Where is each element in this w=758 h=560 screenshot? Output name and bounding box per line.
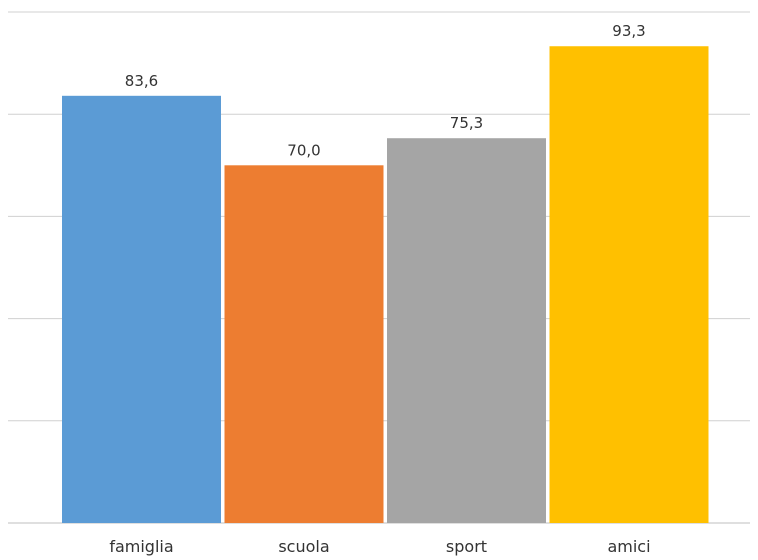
x-tick-label-famiglia: famiglia [109,537,173,556]
x-tick-label-amici: amici [607,537,650,556]
bars [62,46,709,524]
x-tick-label-scuola: scuola [278,537,329,556]
data-labels: 83,6 70,0 75,3 93,3 [125,22,646,159]
bar-famiglia [62,95,221,523]
x-tick-label-sport: sport [446,537,487,556]
bar-sport [387,138,546,524]
data-label-scuola: 70,0 [287,141,320,159]
data-label-amici: 93,3 [612,22,645,40]
bar-amici [549,46,709,523]
data-label-famiglia: 83,6 [125,72,158,90]
x-axis-tick-labels: famiglia scuola sport amici [109,537,650,556]
data-label-sport: 75,3 [450,114,483,132]
bar-scuola [224,165,384,524]
